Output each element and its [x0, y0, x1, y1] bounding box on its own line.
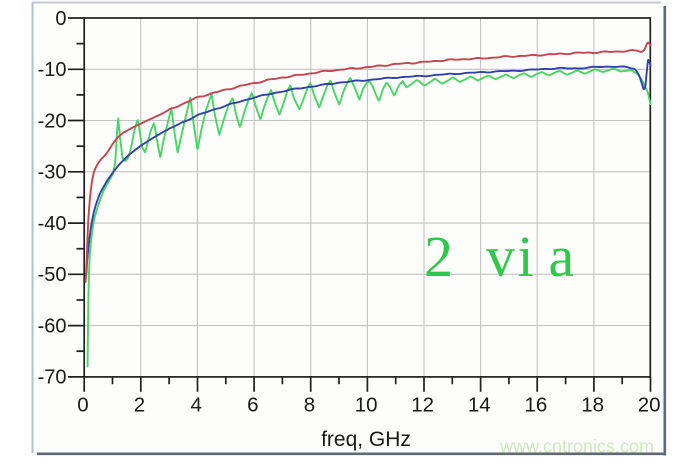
svg-text:14: 14	[468, 394, 491, 417]
svg-text:v: v	[486, 224, 515, 289]
svg-text:-60: -60	[38, 315, 67, 337]
svg-text:-30: -30	[38, 162, 67, 184]
svg-text:www.cntronics.com: www.cntronics.com	[499, 437, 654, 457]
svg-text:6: 6	[247, 394, 258, 417]
svg-text:20: 20	[638, 394, 661, 417]
svg-text:16: 16	[524, 394, 547, 417]
svg-text:12: 12	[411, 394, 434, 417]
svg-text:-10: -10	[38, 59, 67, 81]
svg-text:-20: -20	[38, 110, 67, 132]
svg-text:2: 2	[134, 394, 145, 417]
svg-text:-50: -50	[38, 264, 67, 286]
svg-text:2: 2	[424, 224, 453, 289]
svg-text:18: 18	[581, 394, 604, 417]
svg-text:4: 4	[190, 394, 201, 417]
svg-text:a: a	[549, 224, 575, 289]
svg-text:i: i	[518, 224, 534, 289]
svg-text:0: 0	[77, 394, 88, 417]
svg-text:10: 10	[355, 394, 378, 417]
svg-text:0: 0	[55, 8, 66, 30]
svg-text:-70: -70	[38, 367, 67, 389]
svg-text:-40: -40	[38, 213, 67, 235]
svg-text:8: 8	[304, 394, 315, 417]
svg-text:freq, GHz: freq, GHz	[321, 428, 411, 451]
